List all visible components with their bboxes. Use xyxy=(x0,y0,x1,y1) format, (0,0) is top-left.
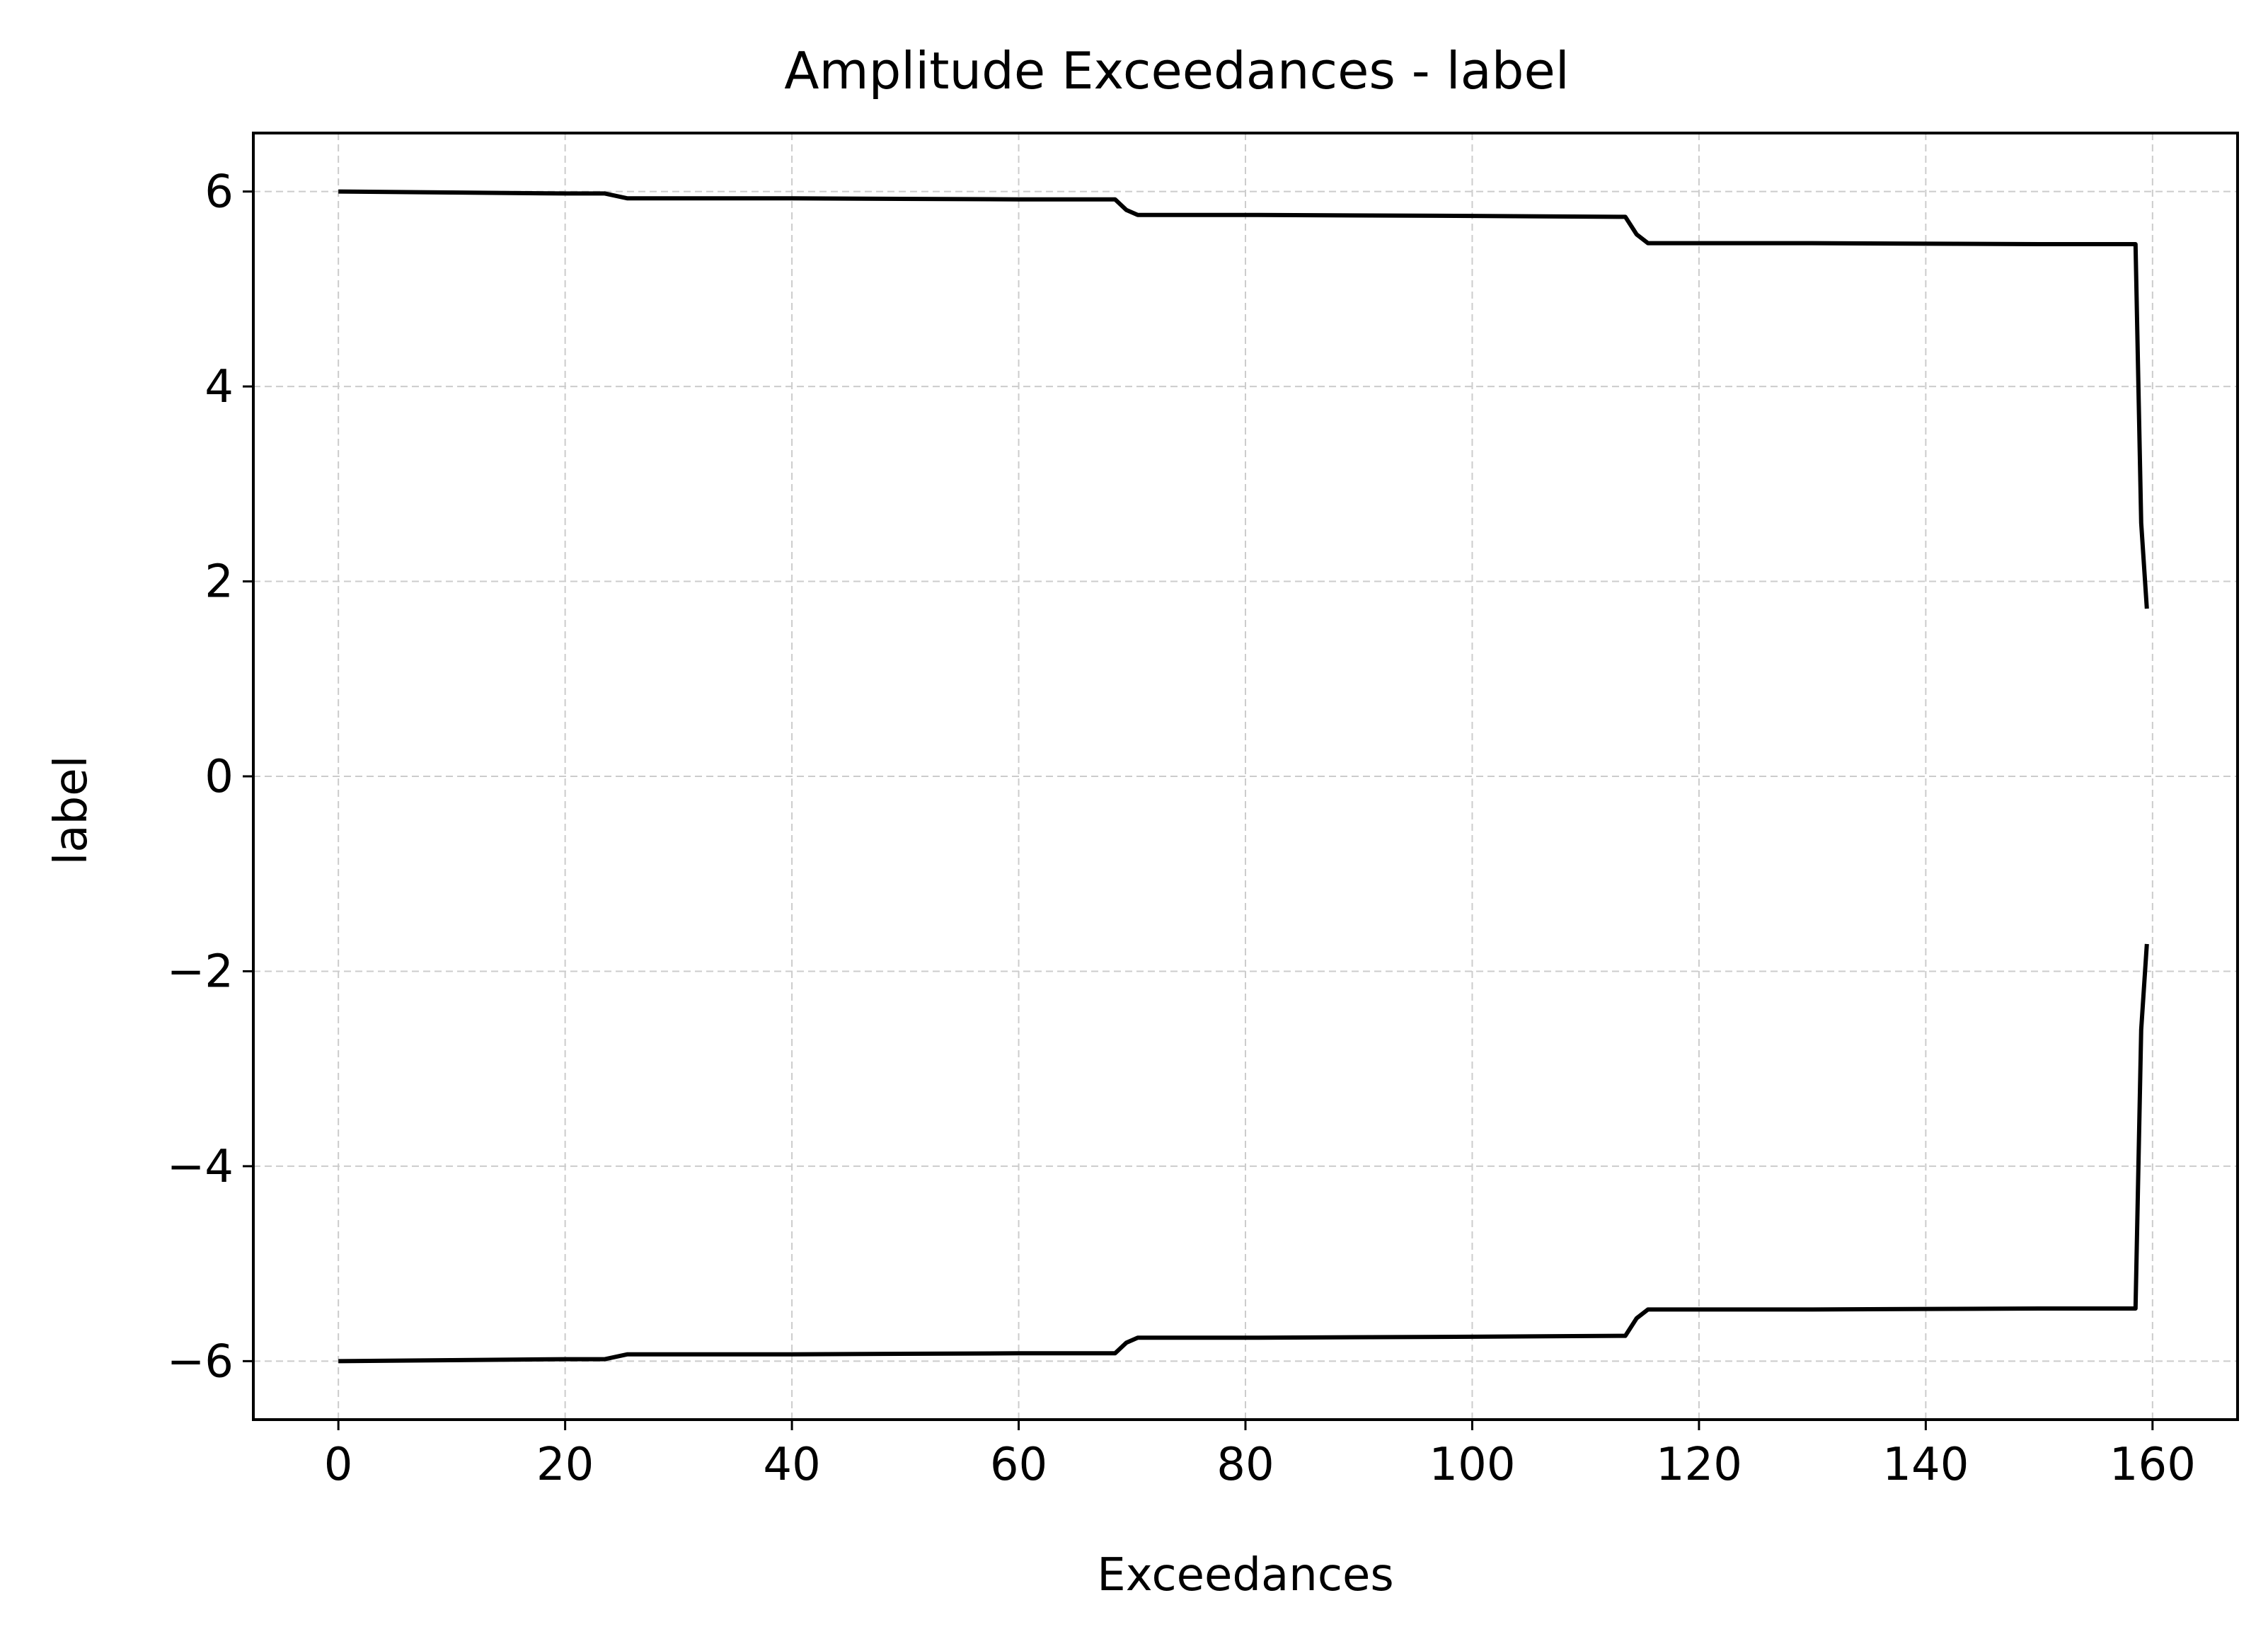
upper-exceedance-line xyxy=(338,189,2149,609)
x-tick-label: 100 xyxy=(1429,1439,1515,1491)
y-tick-label: −2 xyxy=(167,945,234,998)
y-tick-label: 2 xyxy=(205,556,234,609)
x-tick-label: 60 xyxy=(990,1439,1047,1491)
x-axis-label: Exceedances xyxy=(1097,1549,1393,1601)
y-tick-label: 4 xyxy=(205,361,234,413)
y-axis-label: label xyxy=(45,756,98,865)
x-tick-label: 80 xyxy=(1216,1439,1274,1491)
x-tick-label: 140 xyxy=(1882,1439,1969,1491)
x-tick-label: 20 xyxy=(536,1439,594,1491)
x-tick-label: 120 xyxy=(1656,1439,1742,1491)
x-tick-label: 160 xyxy=(2109,1439,2196,1491)
y-tick-label: −6 xyxy=(167,1335,234,1388)
y-tick-label: −4 xyxy=(167,1141,234,1193)
chart-title: Amplitude Exceedances - label xyxy=(784,41,1570,100)
x-tick-label: 40 xyxy=(763,1439,820,1491)
y-tick-label: 6 xyxy=(205,166,234,219)
y-tick-label: 0 xyxy=(205,751,234,803)
series-layer xyxy=(338,189,2149,1364)
x-tick-label: 0 xyxy=(324,1439,353,1491)
lower-exceedance-line xyxy=(338,943,2149,1364)
